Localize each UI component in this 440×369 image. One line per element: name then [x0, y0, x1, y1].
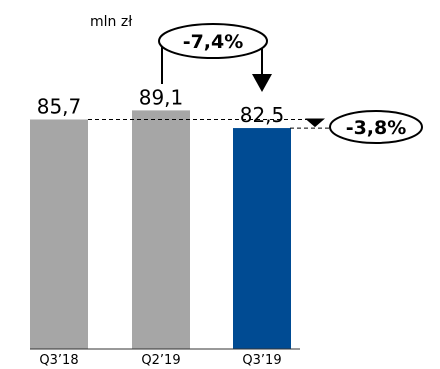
bar [132, 110, 190, 349]
tick-labels-layer: Q3’18 Q2’19 Q3’19 [39, 353, 281, 368]
bar [233, 128, 291, 349]
x-tick-label: Q2’19 [141, 353, 180, 368]
change-callout-q2-q3: -7,4% [158, 23, 272, 92]
callout-ellipse [329, 110, 423, 144]
change-callout-yoy: -3,8% [88, 110, 423, 144]
value-labels-layer: 85,7 89,1 82,5 [37, 85, 285, 127]
bars-layer [30, 110, 291, 350]
callout-text: -7,4% [183, 31, 244, 53]
unit-label: mln zł [90, 14, 132, 30]
x-tick-label: Q3’19 [242, 353, 281, 368]
callout-text: -3,8% [346, 117, 407, 139]
bar-value-label: 85,7 [37, 94, 82, 118]
bar-value-label: 82,5 [240, 103, 285, 127]
down-arrow-icon [252, 74, 272, 92]
down-arrow-icon [305, 118, 325, 128]
callout-ellipse [158, 23, 268, 59]
bar-value-label: 89,1 [139, 85, 184, 109]
x-tick-label: Q3’18 [39, 353, 78, 368]
bar [30, 119, 88, 350]
